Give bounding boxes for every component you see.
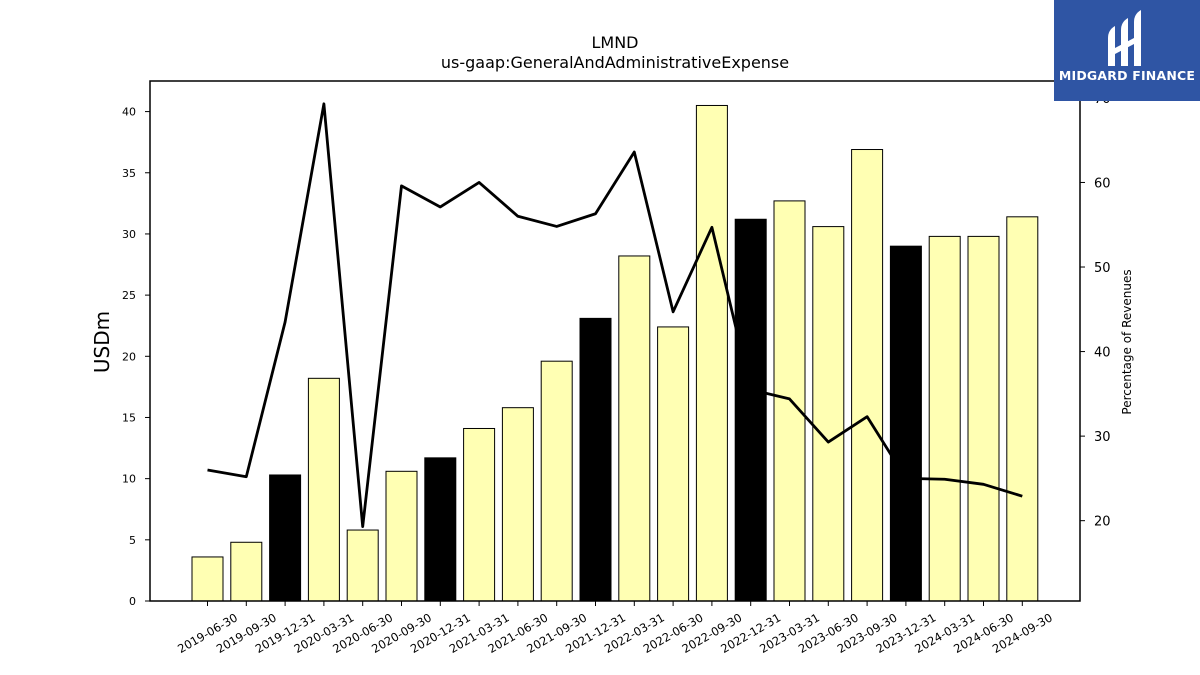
y-tick-label: 10 <box>122 473 136 486</box>
y-tick-label: 30 <box>122 228 136 241</box>
bar <box>812 226 845 602</box>
bar <box>734 218 767 602</box>
midgard-finance-logo: MIDGARD FINANCE <box>1054 0 1200 101</box>
y2-tick-label: 30 <box>1094 430 1111 445</box>
bar <box>695 104 728 602</box>
bar <box>889 245 922 602</box>
chart-subtitle: us-gaap:GeneralAndAdministrativeExpense <box>441 53 789 72</box>
logo-text: MIDGARD FINANCE <box>1058 68 1196 83</box>
bar <box>967 235 1000 602</box>
midgard-logo-icon <box>1108 10 1141 66</box>
bar <box>657 326 690 602</box>
y2-tick-label: 20 <box>1094 515 1111 530</box>
bar <box>501 407 534 602</box>
y-tick-label: 5 <box>129 534 136 547</box>
line-path <box>207 102 1023 528</box>
plot-frame <box>149 80 1081 602</box>
bar <box>191 556 224 602</box>
y2-tick-label: 50 <box>1094 261 1111 276</box>
y-tick-label: 15 <box>122 411 136 424</box>
bar <box>463 427 496 602</box>
y2-tick-label: 40 <box>1094 346 1111 361</box>
bar <box>540 360 573 602</box>
bar <box>230 541 263 602</box>
bar <box>307 377 340 602</box>
bar <box>424 457 457 602</box>
bar <box>1006 216 1039 602</box>
line-series <box>207 102 1023 528</box>
y2-axis-label: Percentage of Revenues <box>1120 269 1134 414</box>
y2-tick-label: 60 <box>1094 176 1111 191</box>
bar <box>269 474 302 602</box>
bar <box>618 255 651 602</box>
bar <box>385 470 418 602</box>
bar <box>346 529 379 602</box>
bar-series <box>191 104 1039 602</box>
y-axis-label: USDm <box>90 311 114 373</box>
bar <box>579 317 612 602</box>
bar <box>851 149 884 602</box>
y-tick-label: 25 <box>122 289 136 302</box>
y-tick-label: 40 <box>122 106 136 119</box>
bar <box>928 235 961 602</box>
y-tick-label: 20 <box>122 350 136 363</box>
chart-title: LMND <box>591 33 638 52</box>
y-tick-label: 35 <box>122 167 136 180</box>
y-tick-label: 0 <box>129 595 136 608</box>
